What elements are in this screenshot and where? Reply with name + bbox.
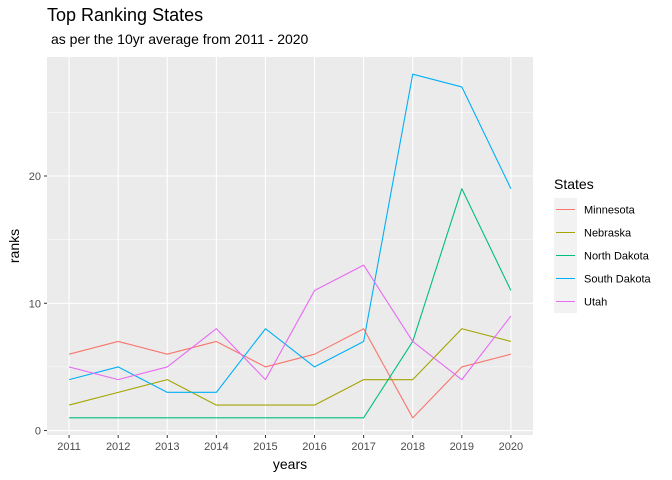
- x-tick-label: 2015: [253, 441, 277, 453]
- series-line-minnesota: [68, 328, 512, 419]
- y-axis: 0 10 20: [29, 171, 47, 438]
- y-tick-label: 10: [29, 298, 41, 310]
- y-axis-title: ranks: [6, 229, 22, 263]
- chart-subtitle: as per the 10yr average from 2011 - 2020: [51, 31, 309, 47]
- minor-gridlines: [47, 112, 533, 368]
- series-lines: [68, 73, 512, 419]
- x-axis: 2011 2012 2013 2014 2015 2016 2017 2018 2019 2020: [57, 435, 523, 453]
- x-tick-label: 2012: [106, 441, 130, 453]
- legend-label-nebraska: Nebraska: [584, 228, 632, 240]
- y-tick-label: 20: [29, 171, 41, 183]
- legend-title: States: [554, 176, 594, 192]
- series-line-south-dakota: [68, 73, 512, 393]
- legend-label-south-dakota: South Dakota: [584, 274, 652, 286]
- series-line-utah: [68, 264, 512, 381]
- x-tick-label: 2016: [302, 441, 326, 453]
- y-tick-label: 0: [35, 426, 41, 438]
- legend-label-minnesota: Minnesota: [584, 205, 636, 217]
- x-tick-label: 2020: [499, 441, 523, 453]
- x-axis-title: years: [273, 456, 307, 472]
- legend: States Minnesota Nebraska North Dakota Sout…: [554, 176, 652, 313]
- legend-label-north-dakota: North Dakota: [584, 251, 650, 263]
- series-line-north-dakota: [69, 188, 512, 419]
- major-gridlines: [47, 57, 533, 435]
- x-tick-label: 2019: [450, 441, 474, 453]
- chart-title: Top Ranking States: [47, 5, 203, 25]
- x-tick-label: 2013: [155, 441, 179, 453]
- x-tick-label: 2011: [57, 441, 81, 453]
- legend-label-utah: Utah: [584, 297, 607, 309]
- x-tick-label: 2014: [204, 441, 228, 453]
- series-line-nebraska: [68, 328, 512, 406]
- x-tick-label: 2017: [351, 441, 375, 453]
- x-tick-label: 2018: [400, 441, 424, 453]
